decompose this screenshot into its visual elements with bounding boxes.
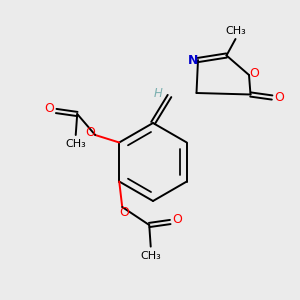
- Text: CH₃: CH₃: [226, 26, 247, 36]
- Text: O: O: [85, 125, 95, 139]
- Text: O: O: [249, 67, 259, 80]
- Text: CH₃: CH₃: [140, 250, 161, 261]
- Text: O: O: [45, 101, 55, 115]
- Text: CH₃: CH₃: [65, 139, 86, 149]
- Text: O: O: [119, 206, 129, 219]
- Text: O: O: [274, 91, 284, 104]
- Text: H: H: [154, 87, 163, 100]
- Text: O: O: [172, 212, 182, 226]
- Text: N: N: [188, 53, 198, 67]
